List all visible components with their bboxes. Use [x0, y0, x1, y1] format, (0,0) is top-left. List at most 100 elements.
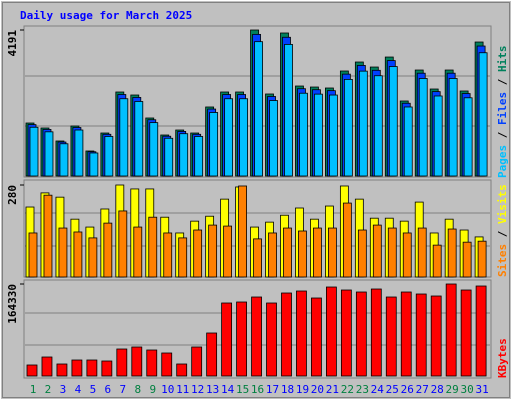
- bar: [191, 346, 203, 377]
- bar: [161, 352, 173, 377]
- x-tick-label: 3: [60, 383, 67, 396]
- bar: [29, 126, 39, 177]
- x-tick-label: 11: [176, 383, 189, 396]
- bar: [208, 224, 218, 278]
- bar: [445, 283, 457, 377]
- bar: [340, 289, 352, 377]
- bar: [146, 349, 158, 377]
- legend: Pages / Files / Hits: [496, 46, 509, 179]
- x-tick-label: 20: [311, 383, 324, 396]
- x-tick-label: 1: [30, 383, 37, 396]
- legend-entry: Pages: [496, 145, 509, 178]
- bar: [432, 244, 442, 278]
- legend-entry: Files: [496, 92, 509, 125]
- bar: [43, 194, 53, 278]
- bar: [385, 296, 397, 377]
- legend-entry: KBytes: [496, 338, 509, 378]
- bar: [209, 112, 219, 177]
- bar: [328, 94, 338, 177]
- x-tick-label: 6: [105, 383, 112, 396]
- x-tick-label: 19: [296, 383, 309, 396]
- bar: [193, 229, 203, 278]
- bar: [134, 101, 144, 177]
- bar: [148, 216, 158, 278]
- bar: [41, 356, 53, 377]
- bar: [74, 129, 84, 177]
- x-tick-label: 25: [386, 383, 399, 396]
- bar: [460, 289, 472, 377]
- bar: [236, 301, 247, 377]
- bar: [402, 232, 412, 278]
- x-tick-label: 21: [326, 383, 339, 396]
- bar: [133, 226, 143, 278]
- bar: [59, 143, 69, 177]
- bar: [269, 100, 278, 177]
- bar: [88, 237, 98, 278]
- x-tick-label: 27: [416, 383, 429, 396]
- bar: [358, 70, 368, 177]
- bar: [254, 41, 263, 177]
- bar: [283, 227, 292, 278]
- bar: [417, 227, 427, 278]
- legend-entry: Hits: [496, 46, 509, 73]
- bar: [179, 133, 189, 177]
- bar: [370, 288, 382, 377]
- bar: [387, 227, 397, 278]
- bar: [163, 232, 173, 278]
- bar: [101, 360, 113, 377]
- bar: [86, 359, 98, 377]
- bar: [176, 363, 188, 377]
- bar: [478, 52, 488, 177]
- bar: [253, 238, 262, 278]
- x-tick-label: 16: [251, 383, 264, 396]
- bar: [73, 231, 83, 278]
- bar: [299, 92, 308, 177]
- bar: [463, 97, 473, 177]
- bar: [462, 241, 472, 278]
- bar: [447, 228, 457, 278]
- separator: /: [496, 125, 509, 145]
- bar: [89, 152, 99, 177]
- bar: [284, 44, 293, 177]
- bar: [415, 293, 427, 377]
- y-tick-label: 4191: [6, 30, 19, 57]
- bar: [342, 202, 352, 278]
- bar: [194, 136, 204, 177]
- bar: [343, 78, 353, 177]
- bar: [430, 295, 442, 377]
- bar: [164, 137, 174, 177]
- bar: [433, 95, 443, 177]
- x-tick-label: 10: [161, 383, 174, 396]
- bar: [103, 222, 113, 278]
- bar: [223, 225, 233, 278]
- y-tick-label: 280: [6, 185, 19, 205]
- bar: [268, 232, 277, 278]
- x-tick-label: 17: [266, 383, 279, 396]
- bar: [403, 106, 413, 177]
- x-tick-label: 30: [461, 383, 474, 396]
- x-tick-label: 2: [45, 383, 52, 396]
- x-tick-label: 18: [281, 383, 294, 396]
- bar: [44, 131, 54, 177]
- bar: [313, 227, 322, 278]
- bar: [388, 66, 398, 177]
- x-tick-label: 9: [149, 383, 156, 396]
- bar: [314, 93, 323, 177]
- bar: [355, 291, 367, 377]
- bar: [238, 185, 247, 278]
- bar: [372, 224, 382, 278]
- bar: [251, 296, 262, 377]
- bar: [56, 363, 68, 377]
- bar: [221, 302, 233, 377]
- bar: [281, 292, 292, 377]
- x-tick-label: 26: [401, 383, 414, 396]
- bar: [373, 75, 383, 177]
- bar: [298, 230, 307, 278]
- bar: [418, 78, 428, 177]
- x-tick-label: 29: [446, 383, 459, 396]
- x-tick-label: 7: [120, 383, 127, 396]
- bar: [58, 227, 68, 278]
- bar: [26, 364, 38, 377]
